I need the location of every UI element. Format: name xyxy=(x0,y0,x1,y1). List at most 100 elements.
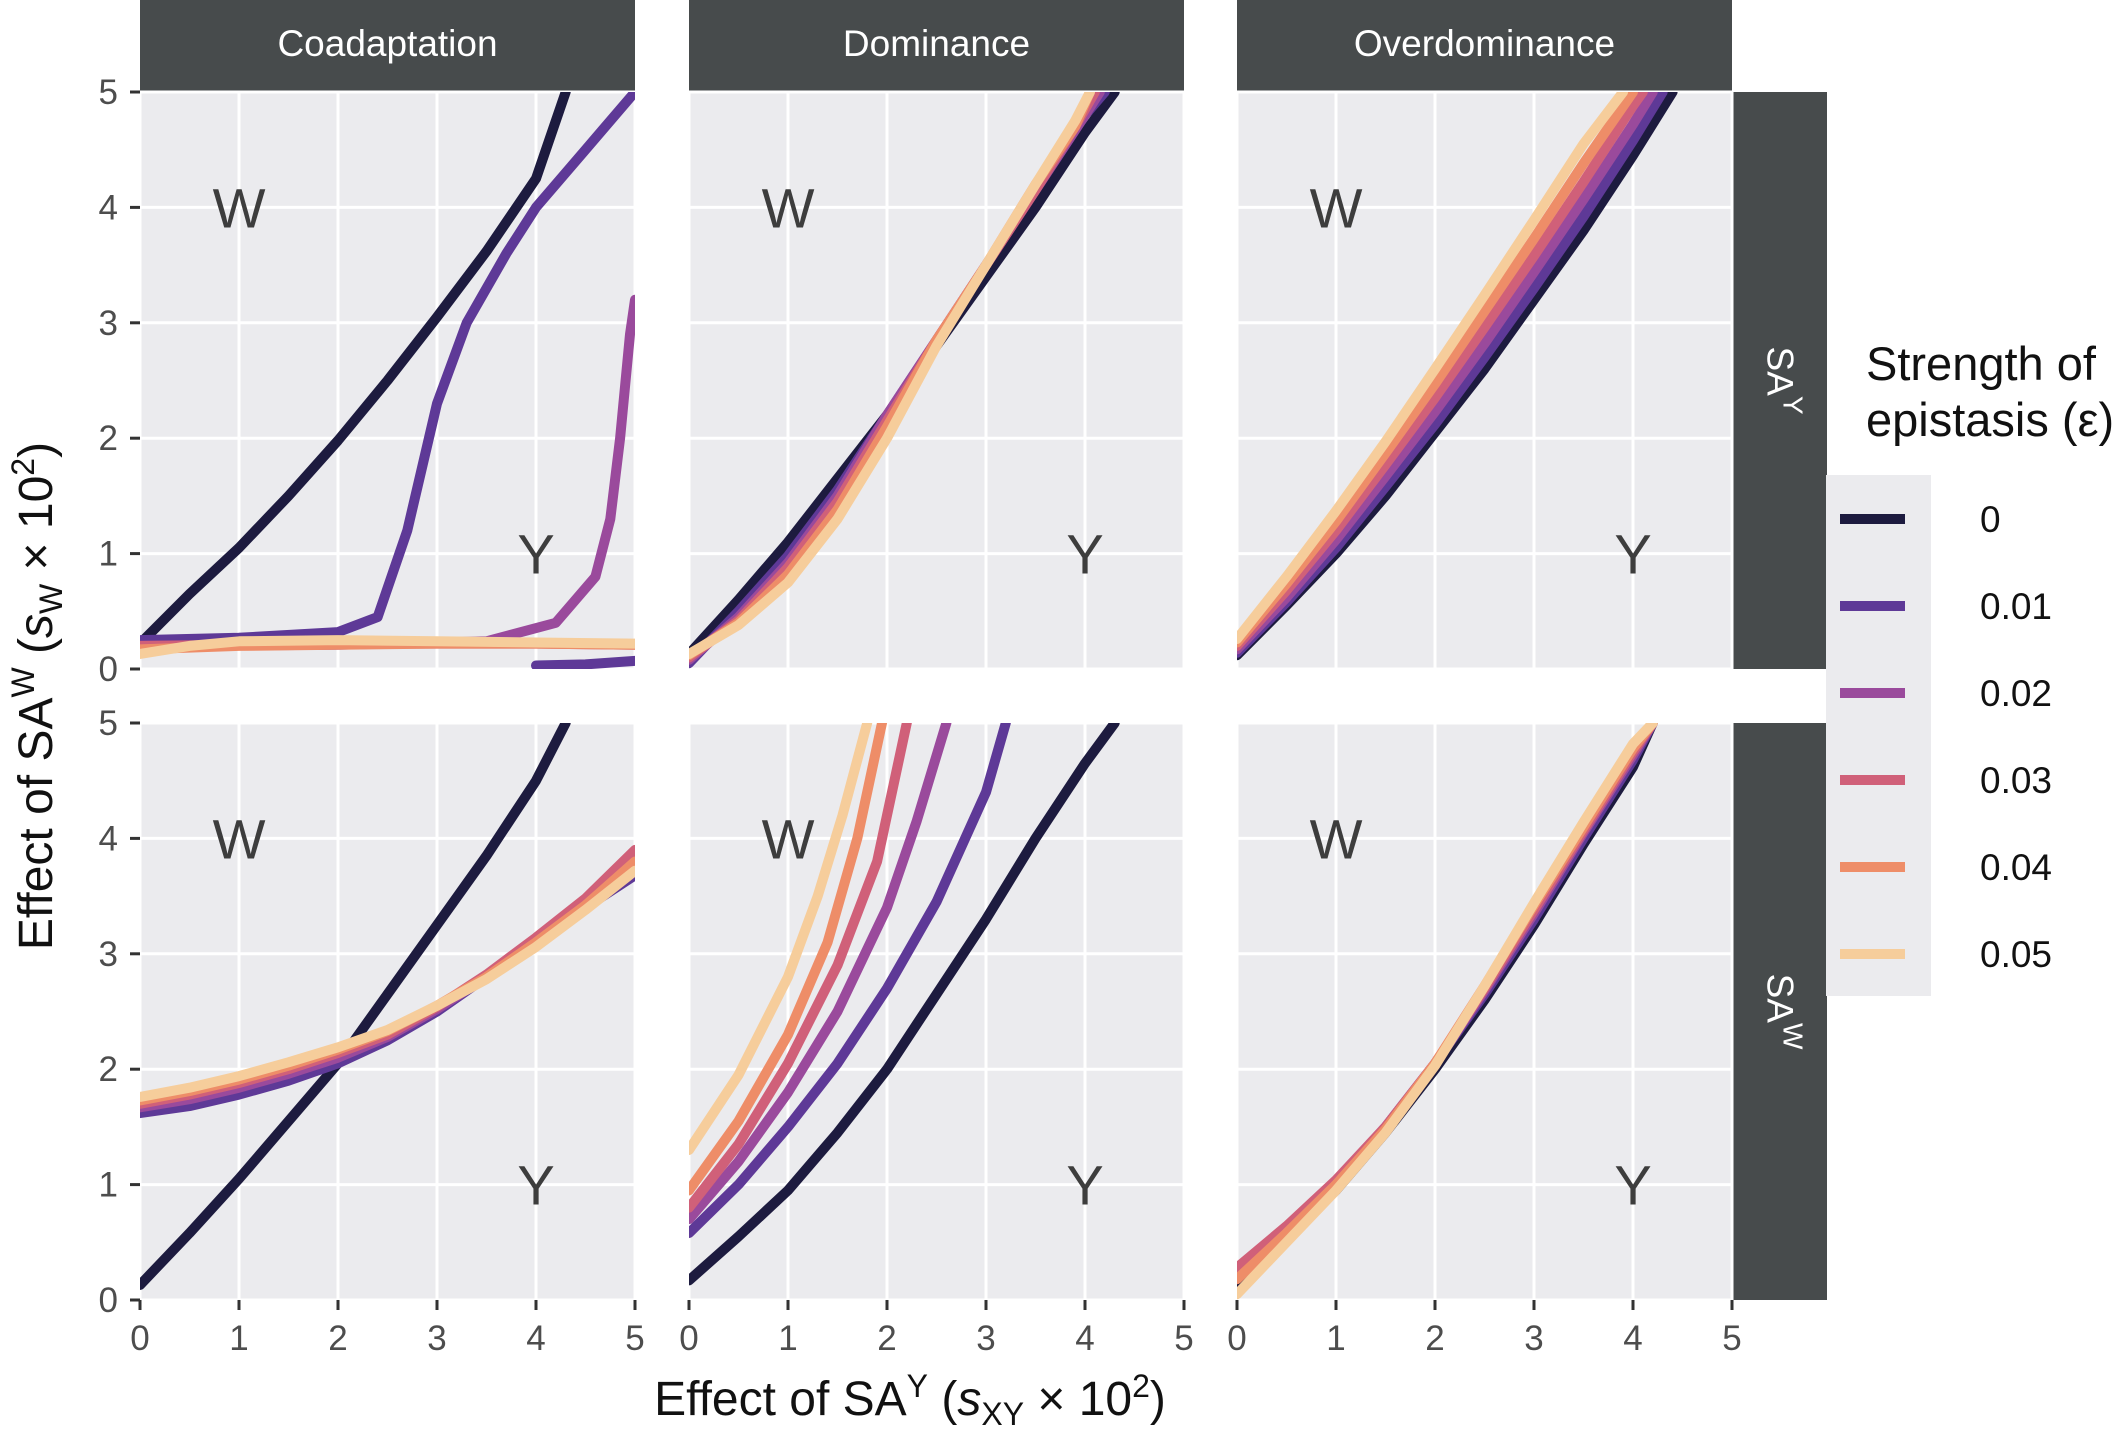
y-tick-label: 0 xyxy=(99,1281,118,1320)
series-line-eps-0-05 xyxy=(689,92,1095,659)
x-tick-label: 4 xyxy=(526,1319,545,1358)
y-axis-title: Effect of SAW (sW × 102) xyxy=(5,442,69,950)
x-tick-label: 2 xyxy=(1425,1319,1444,1358)
y-tick-label: 3 xyxy=(99,304,118,343)
strip-label-base: SA xyxy=(1760,346,1801,396)
series-line-eps-0-05 xyxy=(1237,92,1629,644)
series-line-eps-0-05 xyxy=(689,723,873,1155)
x-tick-label: 4 xyxy=(1075,1319,1094,1358)
x-tick-label: 1 xyxy=(1326,1319,1345,1358)
x-tick-label: 2 xyxy=(328,1319,347,1358)
region-label-y: Y xyxy=(1614,523,1651,586)
series-line-eps-0-01 xyxy=(531,655,635,669)
legend-label-eps-0-02: 0.02 xyxy=(1980,673,2052,714)
y-axis-title-s: s xyxy=(10,614,63,638)
y-axis-title-times: × 10 xyxy=(10,476,63,584)
x-axis-title-sup: Y xyxy=(907,1368,928,1404)
series-line-eps-0-02 xyxy=(689,723,952,1225)
series-group xyxy=(1237,92,1678,661)
series-line-eps-0-01 xyxy=(140,92,635,646)
region-label-y: Y xyxy=(1066,1154,1103,1217)
region-label-w: W xyxy=(1310,176,1363,239)
x-axis-title-times: × 10 xyxy=(1024,1373,1132,1426)
x-tick-label: 3 xyxy=(1524,1319,1543,1358)
strip-dominance xyxy=(689,0,1184,92)
region-label-w: W xyxy=(1310,807,1363,870)
series-group xyxy=(140,723,635,1290)
y-tick-label: 1 xyxy=(99,1166,118,1205)
y-tick-label: 3 xyxy=(99,935,118,974)
x-tick-label: 0 xyxy=(1227,1319,1246,1358)
strip-overdominance xyxy=(1237,0,1732,92)
series-line-eps-0 xyxy=(140,92,571,649)
legend-label-eps-0-03: 0.03 xyxy=(1980,760,2052,801)
x-axis-title-exp: 2 xyxy=(1132,1368,1150,1404)
strip-label-sup: Y xyxy=(1778,396,1809,415)
strip-say xyxy=(1732,92,1827,669)
y-axis-title-exp: 2 xyxy=(5,458,41,476)
x-tick-label: 0 xyxy=(679,1319,698,1358)
x-tick-label: 5 xyxy=(1722,1319,1741,1358)
legend-label-eps-0-04: 0.04 xyxy=(1980,847,2052,888)
x-tick-label: 5 xyxy=(625,1319,644,1358)
panel-coadaptation-saw: WY xyxy=(138,721,637,1302)
y-tick-label: 1 xyxy=(99,535,118,574)
gridlines xyxy=(1235,721,1734,1302)
strip-label-coadaptation: Coadaptation xyxy=(277,23,497,64)
x-axis-title-close: ) xyxy=(1150,1373,1166,1426)
y-axis-title-sub: W xyxy=(33,583,69,614)
legend-title-line1: Strength of xyxy=(1866,337,2097,390)
region-label-w: W xyxy=(762,807,815,870)
x-tick-label: 5 xyxy=(1174,1319,1193,1358)
series-line-eps-0-03 xyxy=(689,723,912,1213)
strip-label-overdominance: Overdominance xyxy=(1354,23,1615,64)
strip-saw xyxy=(1732,723,1827,1300)
x-tick-label: 3 xyxy=(976,1319,995,1358)
series-line-eps-0-05 xyxy=(1237,723,1658,1300)
region-label-y: Y xyxy=(517,1154,554,1217)
x-axis-title-main: Effect of SA xyxy=(654,1373,907,1426)
series-line-eps-0 xyxy=(140,723,571,1290)
legend: Strength of epistasis (ε) 0 0.01 0.02 0.03 0… xyxy=(1826,337,2114,996)
y-tick-label: 5 xyxy=(99,73,118,112)
x-tick-label: 2 xyxy=(877,1319,896,1358)
series-group xyxy=(689,92,1120,669)
series-line-eps-0-05 xyxy=(140,635,635,659)
x-tick-label: 4 xyxy=(1623,1319,1642,1358)
gridlines xyxy=(687,90,1186,671)
x-axis-title-paren: ( xyxy=(928,1373,957,1426)
y-tick-label: 4 xyxy=(99,188,118,227)
series-line-eps-0-02 xyxy=(1237,92,1658,655)
y-tick-label: 5 xyxy=(99,704,118,743)
panel-coadaptation-say: WY xyxy=(138,90,637,671)
legend-label-eps-0: 0 xyxy=(1980,499,2001,540)
legend-label-eps-0-01: 0.01 xyxy=(1980,586,2052,627)
strip-label-say: SAY xyxy=(1760,346,1809,414)
y-tick-label: 2 xyxy=(99,1050,118,1089)
strip-label-dominance: Dominance xyxy=(843,23,1030,64)
x-axis-title: Effect of SAY (sXY × 102) xyxy=(654,1368,1166,1432)
gridlines xyxy=(138,721,637,1302)
x-tick-label: 1 xyxy=(229,1319,248,1358)
x-axis-title-sub: XY xyxy=(981,1396,1024,1432)
legend-label-eps-0-05: 0.05 xyxy=(1980,934,2052,975)
y-axis-title-paren: ( xyxy=(10,638,63,667)
strip-label-saw: SAW xyxy=(1760,974,1809,1050)
series-line-eps-0-01 xyxy=(689,723,1011,1239)
series-group xyxy=(1237,723,1658,1300)
x-axis-title-s: s xyxy=(957,1373,981,1426)
x-tick-label: 1 xyxy=(778,1319,797,1358)
strip-label-base: SA xyxy=(1760,974,1801,1024)
panel-overdominance-saw: WY xyxy=(1235,721,1734,1302)
y-tick-label: 0 xyxy=(99,650,118,689)
series-line-eps-0-05 xyxy=(140,865,635,1102)
x-tick-label: 0 xyxy=(130,1319,149,1358)
strip-label-sup: W xyxy=(1778,1023,1809,1050)
legend-title-line2: epistasis (ε) xyxy=(1866,393,2114,446)
x-tick-label: 3 xyxy=(427,1319,446,1358)
panel-dominance-saw: WY xyxy=(687,721,1186,1302)
region-label-y: Y xyxy=(517,523,554,586)
